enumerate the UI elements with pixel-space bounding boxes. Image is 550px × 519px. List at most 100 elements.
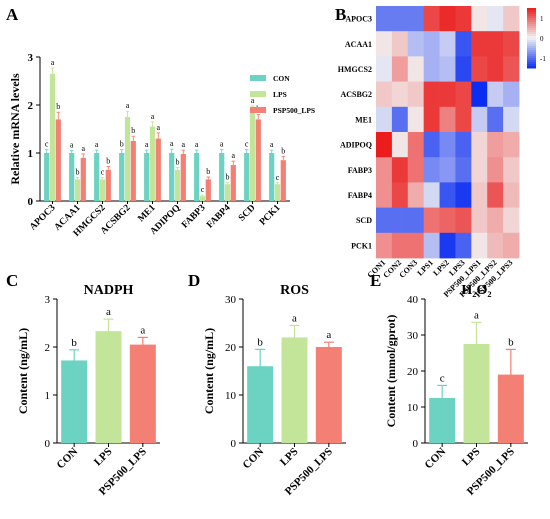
heatmap-cell (503, 157, 520, 183)
bar (269, 153, 275, 201)
colorbar-step (527, 10, 536, 13)
bar (105, 169, 111, 201)
significance-letter: b (257, 336, 263, 348)
bar (199, 196, 206, 201)
heatmap-cell (471, 106, 488, 133)
x-tick-label: SCD (237, 203, 258, 224)
heatmap-cell (407, 232, 425, 259)
bar (61, 360, 88, 443)
y-tick-label: 30 (407, 330, 419, 342)
heatmap-cell (423, 157, 440, 183)
bar (463, 344, 490, 443)
heatmap-cell (391, 106, 409, 133)
colorbar-step (527, 56, 536, 59)
heatmap-cell (376, 232, 393, 259)
heatmap-row-label: HMGCS2 (338, 65, 372, 74)
heatmap-cell (407, 157, 425, 183)
significance-letter: a (126, 101, 130, 110)
heatmap-cell (423, 81, 440, 108)
colorbar-step (527, 54, 536, 57)
colorbar-step (527, 62, 536, 65)
significance-letter: b (56, 102, 60, 111)
bar (315, 347, 342, 443)
bar (124, 117, 131, 201)
colorbar-step (527, 42, 536, 45)
significance-letter: a (70, 141, 74, 150)
legend-swatch (250, 107, 266, 113)
colorbar-step (527, 64, 536, 67)
bar (95, 331, 122, 443)
heatmap-cell (391, 157, 409, 183)
bar (224, 184, 231, 201)
significance-letter: a (140, 324, 145, 336)
significance-letter: c (245, 140, 249, 149)
heatmap-cell (439, 106, 456, 133)
heatmap-cell (487, 6, 504, 32)
heatmap-cell (487, 182, 504, 208)
heatmap-cell (391, 132, 409, 158)
colorbar-step (527, 16, 536, 19)
heatmap-cell (407, 81, 425, 108)
heatmap-cell (407, 56, 425, 82)
bar (144, 153, 150, 201)
bar (80, 157, 86, 201)
heatmap-cell (455, 56, 472, 82)
heatmap-cell (376, 132, 393, 158)
colorbar-tick-label: 1 (540, 15, 544, 23)
legend-swatch (250, 91, 266, 97)
heatmap-cell (439, 232, 456, 259)
panel-e-h2o2-chart: H₂O₂ 0 10 20 30 40 Content (mmol/gprot) c CON a LP… (384, 283, 528, 498)
significance-letter: b (131, 126, 135, 135)
heatmap-cell (407, 6, 425, 32)
heatmap-cell (423, 56, 440, 82)
heatmap-cell (455, 81, 472, 108)
bar (149, 126, 156, 201)
significance-letter: a (195, 140, 199, 149)
bar (255, 119, 261, 201)
x-tick-label: LPS (278, 446, 301, 469)
chart-title: H₂O₂ (461, 283, 491, 298)
y-tick-label: 0 (28, 196, 34, 208)
y-tick-label: 20 (407, 366, 419, 378)
significance-letter: a (170, 139, 174, 148)
colorbar-step (527, 30, 536, 33)
bar (155, 138, 161, 201)
heatmap-cell (503, 132, 520, 158)
significance-letter: c (276, 173, 280, 182)
x-tick-label: ME1 (136, 203, 157, 224)
colorbar-step (527, 28, 536, 31)
heatmap-cell (439, 31, 456, 57)
colorbar-step (527, 36, 536, 39)
bar (180, 153, 186, 201)
significance-letter: a (157, 123, 161, 132)
bar (429, 398, 456, 443)
colorbar-step (527, 44, 536, 47)
bar (130, 141, 136, 201)
y-tick-label: 0 (45, 438, 51, 450)
significance-letter: c (440, 372, 445, 384)
x-tick-label: CON (55, 446, 81, 472)
x-tick-label: CON (423, 446, 449, 472)
bar (99, 179, 106, 201)
colorbar-step (527, 52, 536, 55)
colorbar-step (527, 8, 536, 11)
heatmap-cell (376, 182, 393, 208)
heatmap-cell (503, 182, 520, 208)
significance-letter: a (82, 144, 86, 153)
x-tick-label: FABP3 (180, 203, 208, 231)
heatmap-cell (423, 232, 440, 259)
heatmap-row-label: ACAA1 (345, 40, 372, 49)
colorbar-step (527, 48, 536, 51)
bar (169, 153, 175, 201)
heatmap-cell (503, 31, 520, 57)
heatmap-cell (439, 132, 456, 158)
significance-letter: b (76, 167, 80, 176)
heatmap-cell (471, 157, 488, 183)
significance-letter: a (326, 329, 331, 341)
heatmap-cell (455, 207, 472, 234)
heatmap-cell (391, 81, 409, 108)
chart-title: NADPH (84, 283, 134, 298)
